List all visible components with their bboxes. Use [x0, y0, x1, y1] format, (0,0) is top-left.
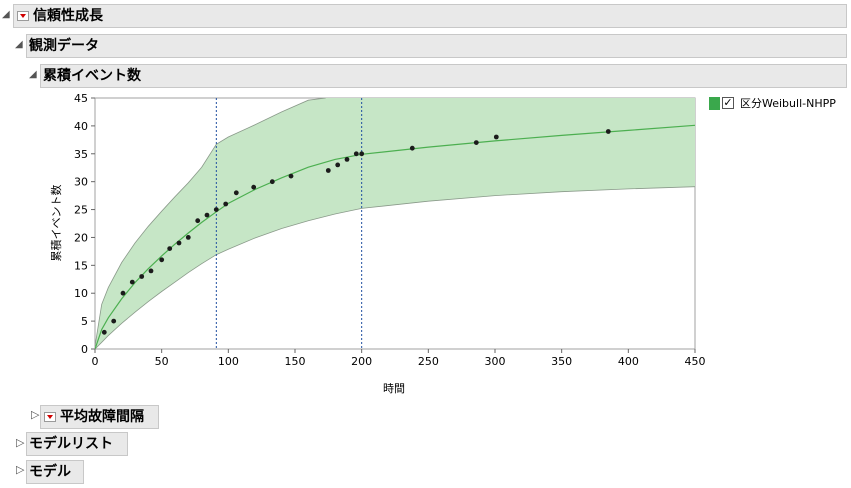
- data-point: [176, 240, 182, 246]
- mtbf-header: 平均故障間隔: [40, 405, 159, 429]
- data-point: [120, 290, 126, 296]
- data-point: [493, 134, 499, 140]
- report-header: 信頼性成長: [13, 4, 847, 28]
- y-tick-label: 35: [74, 148, 88, 161]
- x-tick-label: 50: [155, 355, 169, 368]
- data-point: [473, 140, 479, 146]
- y-tick-label: 25: [74, 204, 88, 217]
- data-point: [148, 268, 154, 274]
- expand-triangle-icon[interactable]: ▷: [16, 463, 25, 476]
- observed-data-title: 観測データ: [29, 38, 99, 54]
- data-point: [213, 207, 219, 213]
- data-point: [223, 201, 229, 207]
- red-triangle-menu-icon[interactable]: [17, 11, 29, 21]
- expand-triangle-icon[interactable]: ▷: [16, 436, 25, 449]
- lower-bound-line: [95, 186, 695, 349]
- x-axis-label: 時間: [383, 382, 405, 395]
- x-tick-label: 350: [551, 355, 572, 368]
- data-point: [233, 190, 239, 196]
- upper-bound-line: [95, 98, 326, 347]
- y-tick-label: 15: [74, 259, 88, 272]
- data-point: [335, 162, 341, 168]
- data-point: [269, 179, 275, 185]
- y-tick-label: 45: [74, 92, 88, 105]
- x-tick-label: 300: [485, 355, 506, 368]
- y-tick-label: 5: [81, 315, 88, 328]
- data-point: [159, 257, 165, 263]
- y-tick-label: 10: [74, 287, 88, 300]
- cumulative-events-title: 累積イベント数: [43, 68, 141, 84]
- x-tick-label: 200: [351, 355, 372, 368]
- legend-label: 区分Weibull-NHPP: [740, 97, 836, 110]
- x-tick-label: 100: [218, 355, 239, 368]
- model-header: モデル: [26, 460, 84, 484]
- data-point: [409, 145, 415, 151]
- x-tick-label: 450: [685, 355, 706, 368]
- cumulative-events-header: 累積イベント数: [40, 64, 847, 88]
- data-point: [605, 129, 611, 134]
- mtbf-title: 平均故障間隔: [60, 409, 144, 425]
- data-point: [353, 151, 359, 157]
- y-tick-label: 40: [74, 120, 88, 133]
- x-tick-label: 400: [618, 355, 639, 368]
- report-title: 信頼性成長: [33, 8, 103, 24]
- data-point: [185, 235, 191, 240]
- legend-swatch: [709, 97, 720, 110]
- model-title: モデル: [29, 464, 71, 480]
- y-tick-label: 20: [74, 231, 88, 244]
- data-point: [251, 184, 257, 190]
- data-point: [167, 246, 173, 252]
- data-point: [325, 168, 331, 173]
- data-point: [129, 279, 135, 285]
- y-tick-label: 0: [81, 343, 88, 356]
- y-axis-label: 累積イベント数: [49, 185, 63, 262]
- data-point: [359, 151, 365, 157]
- x-tick-label: 0: [92, 355, 99, 368]
- confidence-band: [95, 98, 695, 349]
- data-point: [101, 329, 107, 335]
- data-point: [288, 173, 294, 179]
- x-tick-label: 150: [285, 355, 306, 368]
- data-point: [139, 274, 145, 279]
- legend-checkbox[interactable]: ✓: [722, 97, 734, 109]
- data-point: [204, 212, 210, 218]
- y-tick-label: 30: [74, 176, 88, 189]
- collapse-triangle-icon[interactable]: ◢: [2, 9, 10, 20]
- data-point: [195, 218, 201, 224]
- collapse-triangle-icon[interactable]: ◢: [15, 39, 23, 50]
- check-icon: ✓: [723, 96, 733, 109]
- observed-data-header: 観測データ: [26, 34, 847, 58]
- expand-triangle-icon[interactable]: ▷: [31, 408, 40, 421]
- model-list-header: モデルリスト: [26, 432, 128, 456]
- x-tick-label: 250: [418, 355, 439, 368]
- data-point: [111, 318, 117, 324]
- model-list-title: モデルリスト: [29, 436, 113, 452]
- data-point: [344, 157, 350, 162]
- fitted-curve: [95, 124, 695, 349]
- red-triangle-menu-icon[interactable]: [44, 412, 56, 422]
- collapse-triangle-icon[interactable]: ◢: [29, 69, 37, 80]
